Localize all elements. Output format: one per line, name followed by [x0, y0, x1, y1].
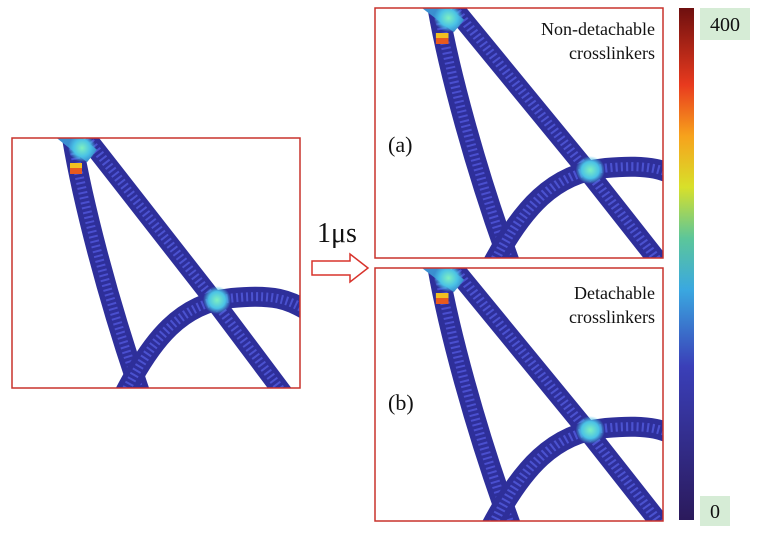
panel-caption: Non-detachable [541, 19, 655, 39]
initial-state-image [57, 128, 312, 398]
time-label: 1μs [317, 218, 357, 249]
panel-a-image [422, 0, 690, 268]
panel-label: (b) [388, 390, 414, 415]
page: 1μs Non-detachable crosslinkers (a) Deta… [0, 0, 760, 533]
figure: 1μs Non-detachable crosslinkers (a) Deta… [0, 0, 760, 533]
colorbar [679, 8, 694, 520]
colorbar-min: 0 [710, 501, 720, 523]
panel-caption: crosslinkers [569, 43, 655, 63]
panel-caption: crosslinkers [569, 307, 655, 327]
panel-label: (a) [388, 132, 412, 157]
arrow [312, 254, 368, 282]
panel-caption: Detachable [574, 283, 655, 303]
colorbar-max: 400 [710, 14, 740, 36]
